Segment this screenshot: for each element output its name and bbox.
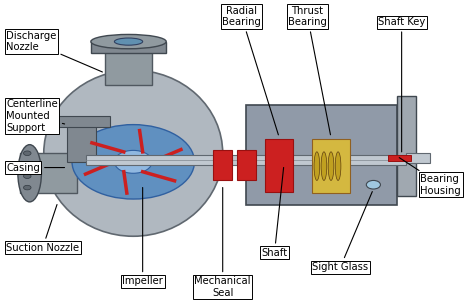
Text: Shaft: Shaft <box>262 167 288 258</box>
Ellipse shape <box>44 70 223 236</box>
Bar <box>406 153 430 163</box>
Bar <box>48 116 109 127</box>
Circle shape <box>366 180 381 189</box>
Text: Centerline
Mounted
Support: Centerline Mounted Support <box>6 99 64 133</box>
Bar <box>105 50 152 85</box>
Circle shape <box>72 125 194 199</box>
Text: Bearing
Housing: Bearing Housing <box>399 158 461 195</box>
Bar <box>20 153 77 193</box>
Text: Sight Glass: Sight Glass <box>312 191 372 272</box>
Bar <box>312 139 350 193</box>
Bar <box>388 155 411 161</box>
Text: Impeller: Impeller <box>122 188 163 286</box>
Bar <box>67 119 96 162</box>
Text: Radial
Bearing: Radial Bearing <box>222 6 278 135</box>
Text: Thrust
Bearing: Thrust Bearing <box>288 6 330 135</box>
Text: Mechanical
Seal: Mechanical Seal <box>194 188 251 298</box>
Ellipse shape <box>114 38 143 45</box>
Circle shape <box>24 162 31 167</box>
Text: Casing: Casing <box>6 162 64 172</box>
Ellipse shape <box>321 152 327 180</box>
Bar <box>397 96 416 196</box>
Bar <box>86 155 406 165</box>
Circle shape <box>114 150 152 173</box>
Ellipse shape <box>335 152 341 180</box>
FancyBboxPatch shape <box>246 104 397 205</box>
Circle shape <box>24 185 31 190</box>
Text: Suction Nozzle: Suction Nozzle <box>6 204 79 253</box>
Ellipse shape <box>91 34 166 49</box>
Circle shape <box>24 151 31 156</box>
Bar <box>237 150 255 180</box>
Circle shape <box>24 174 31 178</box>
Ellipse shape <box>328 152 334 180</box>
Bar <box>213 150 232 180</box>
Text: Discharge
Nozzle: Discharge Nozzle <box>6 31 102 72</box>
Ellipse shape <box>314 152 319 180</box>
Text: Shaft Key: Shaft Key <box>378 17 425 152</box>
Ellipse shape <box>18 145 41 202</box>
Bar <box>265 139 293 192</box>
Bar <box>91 42 166 53</box>
